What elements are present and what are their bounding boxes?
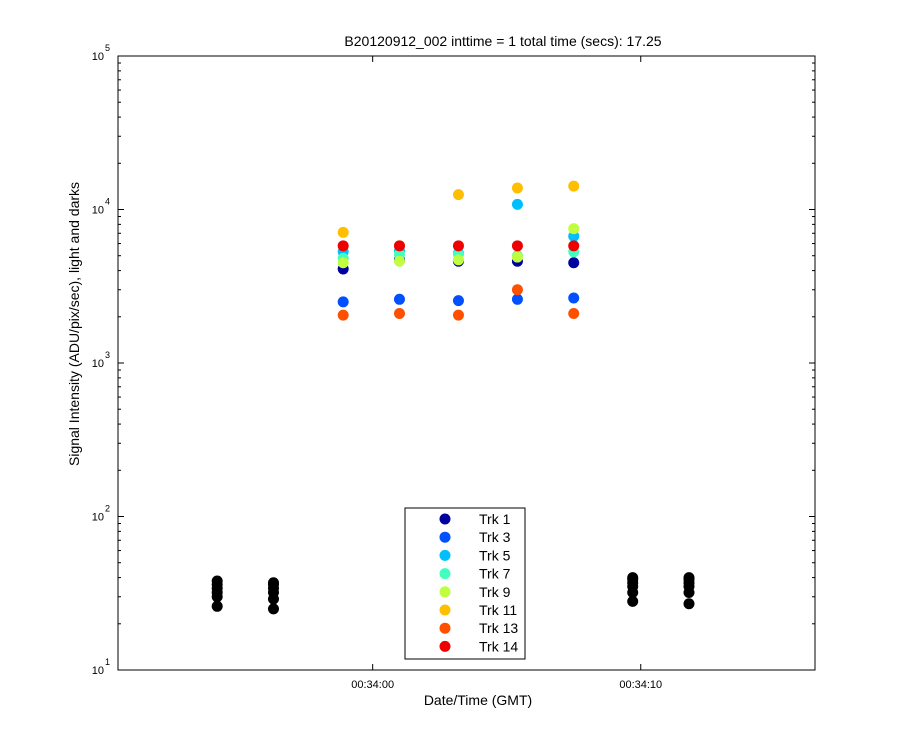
point-trk-3: [452, 295, 464, 307]
y-tick-exponent: 5: [105, 43, 110, 53]
point-trk-9: [452, 254, 464, 266]
y-tick-label: 10: [92, 665, 104, 677]
dark-point: [683, 572, 695, 584]
legend-marker-trk-13: [439, 622, 451, 634]
y-tick-label: 10: [92, 51, 104, 63]
legend-marker-trk-11: [439, 604, 451, 616]
dark-point: [211, 600, 223, 612]
legend-marker-trk-5: [439, 549, 451, 561]
legend-label-trk-3: Trk 3: [479, 529, 511, 545]
point-trk-14: [337, 240, 349, 252]
point-trk-11: [337, 226, 349, 238]
point-trk-3: [511, 293, 523, 305]
legend-label-trk-14: Trk 14: [479, 638, 518, 654]
point-trk-11: [452, 189, 464, 201]
legend: Trk 1 Trk 3 Trk 5 Trk 7 Trk 9 Trk 11 Trk 13 Trk…: [404, 507, 526, 660]
legend-marker-trk-14: [439, 640, 451, 652]
legend-label-trk-7: Trk 7: [479, 566, 511, 582]
legend-marker-trk-3: [439, 531, 451, 543]
point-trk-9: [511, 251, 523, 263]
point-trk-11: [511, 182, 523, 194]
legend-label-trk-13: Trk 13: [479, 620, 518, 636]
legend-label-trk-11: Trk 11: [479, 602, 517, 618]
y-tick-label: 10: [92, 512, 104, 524]
point-trk-13: [452, 309, 464, 321]
x-axis-label: Date/Time (GMT): [424, 692, 532, 708]
y-axis-label: Signal Intensity (ADU/pix/sec), light an…: [66, 182, 82, 466]
x-axis-ticks: 00:34:00 00:34:10: [351, 56, 662, 691]
point-trk-5: [568, 230, 580, 242]
dark-point: [267, 577, 279, 589]
y-tick-exponent: 2: [105, 504, 110, 514]
legend-box: [404, 507, 526, 660]
point-trk-3: [393, 293, 405, 305]
dark-point: [211, 575, 223, 587]
x-tick-label: 00:34:10: [619, 679, 662, 691]
y-tick-label: 10: [92, 358, 104, 370]
point-trk-3: [568, 292, 580, 304]
legend-marker-trk-7: [439, 568, 451, 580]
point-trk-1: [568, 257, 580, 269]
y-tick-exponent: 4: [105, 197, 110, 207]
point-trk-13: [393, 308, 405, 320]
legend-label-trk-9: Trk 9: [479, 584, 511, 600]
point-trk-13: [337, 309, 349, 321]
point-trk-14: [511, 240, 523, 252]
point-trk-9: [568, 223, 580, 235]
dark-point: [627, 572, 639, 584]
series-points: [337, 180, 580, 321]
point-trk-14: [393, 240, 405, 252]
dark-point: [683, 598, 695, 610]
point-trk-11: [568, 180, 580, 192]
point-trk-14: [568, 240, 580, 252]
point-trk-13: [511, 284, 523, 296]
point-trk-3: [337, 296, 349, 308]
point-trk-14: [452, 240, 464, 252]
legend-marker-trk-1: [439, 513, 451, 525]
dark-point: [627, 595, 639, 607]
dark-frame-points: [211, 572, 695, 615]
point-trk-9: [393, 255, 405, 267]
x-tick-label: 00:34:00: [351, 679, 394, 691]
legend-label-trk-1: Trk 1: [479, 511, 511, 527]
y-tick-label: 10: [92, 205, 104, 217]
legend-label-trk-5: Trk 5: [479, 547, 511, 563]
point-trk-5: [511, 198, 523, 210]
point-trk-13: [568, 308, 580, 320]
y-tick-exponent: 3: [105, 350, 110, 360]
dark-point: [267, 603, 279, 615]
point-trk-9: [337, 257, 349, 269]
legend-marker-trk-9: [439, 586, 451, 598]
y-tick-exponent: 1: [105, 657, 110, 667]
chart-title: B20120912_002 inttime = 1 total time (se…: [344, 33, 661, 49]
